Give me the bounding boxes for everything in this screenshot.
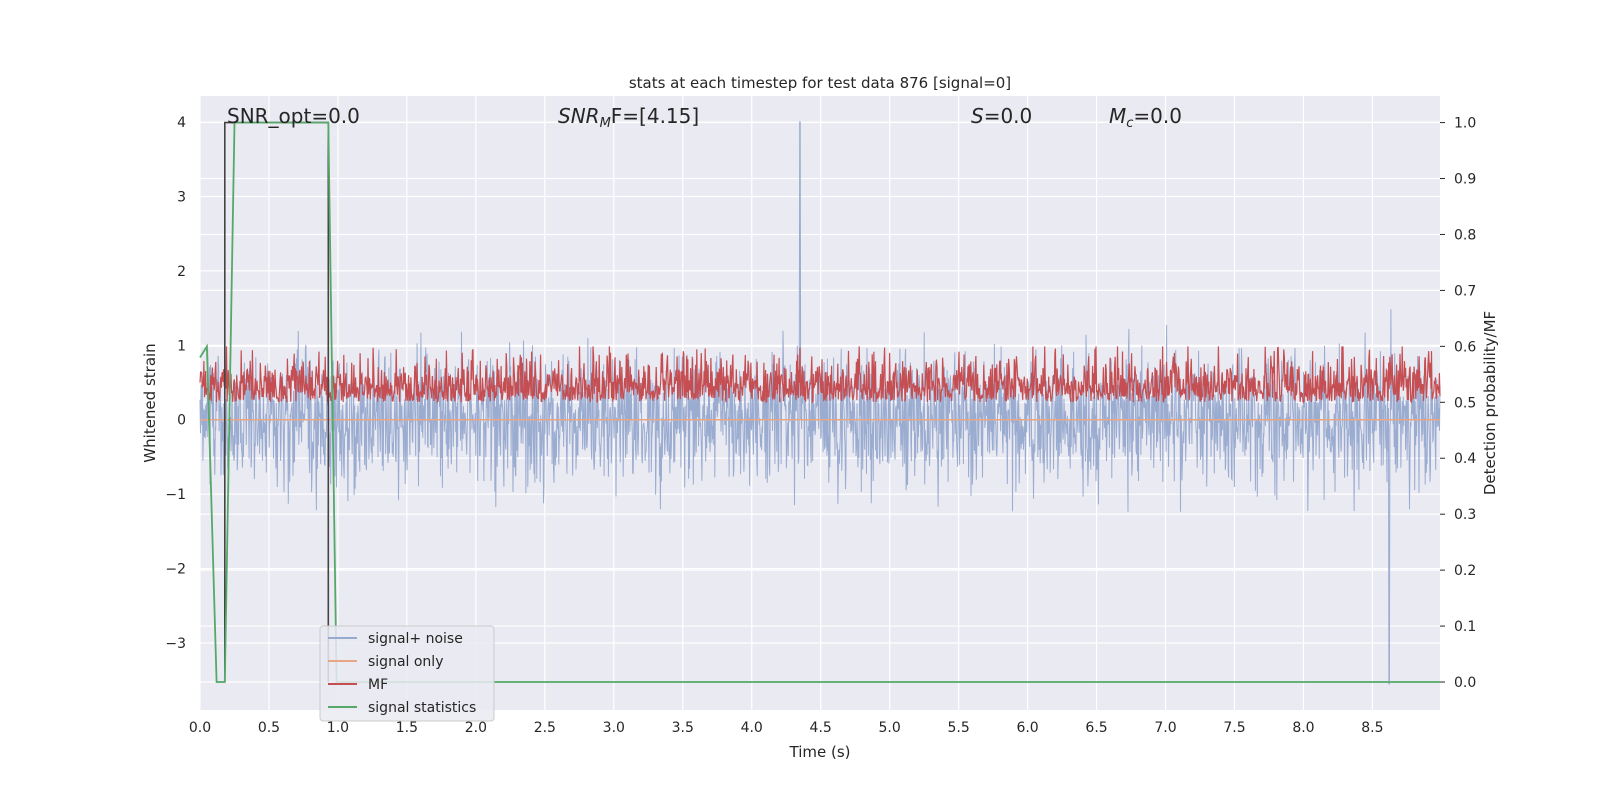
x-tick-label: 6.5: [1085, 720, 1107, 736]
annotation-s-rest: =0.0: [984, 104, 1033, 128]
annotation-mc-rest: =0.0: [1133, 104, 1182, 128]
ticks: 0.0 0.5 1.0 1.5 2.0 2.5 3.0 3.5 4.0 4.5 5.0 5.5 6.0 6…: [165, 115, 1476, 736]
x-tick-label: 5.5: [947, 720, 969, 736]
annotation-mc-sub: c: [1126, 116, 1133, 131]
y-tick-label-left: −2: [165, 562, 186, 578]
x-tick-label: 7.5: [1223, 720, 1245, 736]
x-tick-label: 1.0: [327, 720, 349, 736]
y-tick-label-right: 1.0: [1454, 116, 1476, 132]
annotation-s: S=0.0: [971, 104, 1032, 128]
x-tick-label: 5.0: [879, 720, 901, 736]
legend-label-signal-statistics: signal statistics: [368, 700, 476, 716]
legend-label-mf: MF: [368, 677, 388, 693]
y-tick-label-right: 0.9: [1454, 172, 1476, 188]
annotation-snr-opt: SNR_opt=0.0: [227, 104, 360, 128]
annotation-mc-name: M: [1109, 104, 1126, 128]
x-tick-label: 8.0: [1292, 720, 1314, 736]
x-tick-label: 7.0: [1154, 720, 1176, 736]
x-tick-label: 4.5: [810, 720, 832, 736]
y-tick-label-right: 0.3: [1454, 507, 1476, 523]
annotation-snr-mf-rest: F=[4.15]: [611, 104, 699, 128]
legend-label-signal-noise: signal+ noise: [368, 631, 463, 647]
x-tick-label: 1.5: [396, 720, 418, 736]
y-tick-label-left: −3: [165, 636, 186, 652]
x-tick-label: 2.0: [465, 720, 487, 736]
y-axis-label-right: Detection probability/MF: [1481, 311, 1499, 495]
annotation-snr-mf: SNRMF=[4.15]: [558, 104, 699, 131]
y-tick-label-left: 2: [177, 264, 186, 280]
legend-label-signal-only: signal only: [368, 654, 443, 670]
x-tick-label: 0.0: [189, 720, 211, 736]
x-tick-label: 2.5: [534, 720, 556, 736]
x-tick-label: 6.0: [1016, 720, 1038, 736]
annotation-s-name: S: [971, 104, 984, 128]
y-tick-label-left: 3: [177, 189, 186, 205]
y-tick-label-right: 0.4: [1454, 451, 1476, 467]
y-tick-label-left: 1: [177, 338, 186, 354]
x-tick-label: 4.0: [741, 720, 763, 736]
x-tick-label: 8.5: [1361, 720, 1383, 736]
annotation-mc: Mc=0.0: [1109, 104, 1182, 131]
chart-title: stats at each timestep for test data 876…: [629, 74, 1011, 92]
y-tick-label-right: 0.5: [1454, 395, 1476, 411]
x-axis-label: Time (s): [789, 743, 851, 761]
y-tick-label-right: 0.6: [1454, 339, 1476, 355]
y-tick-label-right: 0.0: [1454, 675, 1476, 691]
x-tick-label: 3.5: [672, 720, 694, 736]
annotation-snr-mf-sub: M: [600, 116, 611, 131]
annotation-snr-mf-name: SNR: [558, 104, 600, 128]
x-tick-label: 0.5: [258, 720, 280, 736]
x-tick-label: 3.0: [603, 720, 625, 736]
y-tick-label-right: 0.1: [1454, 619, 1476, 635]
y-tick-label-left: 0: [177, 413, 186, 429]
y-tick-label-right: 0.7: [1454, 283, 1476, 299]
legend-box: [319, 625, 495, 722]
y-tick-label-left: −1: [165, 487, 186, 503]
y-tick-label-right: 0.8: [1454, 227, 1476, 243]
y-tick-label-right: 0.2: [1454, 563, 1476, 579]
series-mf: [199, 346, 1441, 404]
y-axis-label-left: Whitened strain: [141, 343, 159, 462]
y-tick-label-left: 4: [177, 115, 186, 131]
legend: signal+ noise signal only MF signal stat…: [319, 625, 495, 722]
